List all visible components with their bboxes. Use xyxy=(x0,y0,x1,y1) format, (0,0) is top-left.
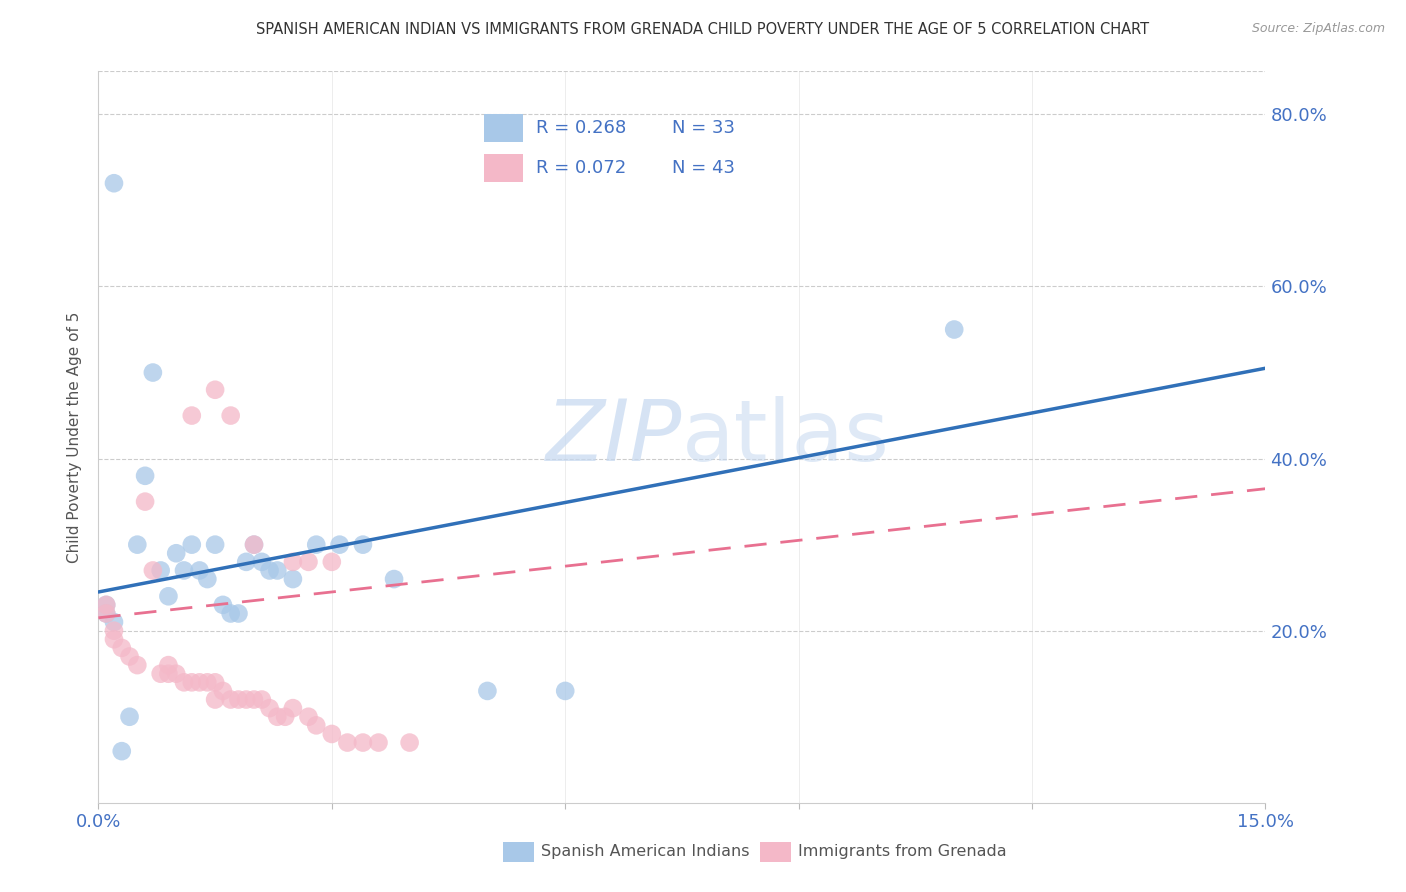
Point xyxy=(96,598,118,612)
Point xyxy=(352,735,374,749)
Point xyxy=(259,701,281,715)
Point xyxy=(157,666,180,681)
Point xyxy=(281,555,304,569)
Point xyxy=(157,589,180,603)
Point xyxy=(228,692,250,706)
Point xyxy=(204,383,226,397)
Point xyxy=(96,607,118,621)
Point xyxy=(142,366,165,380)
Point xyxy=(180,409,202,423)
Point xyxy=(111,744,134,758)
Y-axis label: Child Poverty Under the Age of 5: Child Poverty Under the Age of 5 xyxy=(66,311,82,563)
Point xyxy=(235,555,257,569)
Point xyxy=(243,538,266,552)
Point xyxy=(297,555,319,569)
Point xyxy=(266,564,288,578)
Point xyxy=(281,701,304,715)
Point xyxy=(219,409,242,423)
Point xyxy=(134,468,156,483)
Point xyxy=(142,564,165,578)
Point xyxy=(297,710,319,724)
Point xyxy=(367,735,389,749)
Point xyxy=(188,675,211,690)
Point xyxy=(554,684,576,698)
Point xyxy=(204,675,226,690)
Point xyxy=(212,684,235,698)
Point xyxy=(204,692,226,706)
Text: Source: ZipAtlas.com: Source: ZipAtlas.com xyxy=(1251,22,1385,36)
Point xyxy=(157,658,180,673)
Point xyxy=(235,692,257,706)
Point xyxy=(274,710,297,724)
Point xyxy=(103,615,125,629)
Point xyxy=(352,538,374,552)
Point xyxy=(250,555,273,569)
Point xyxy=(243,692,266,706)
Point xyxy=(259,564,281,578)
Point xyxy=(173,564,195,578)
Point xyxy=(127,538,149,552)
Text: Immigrants from Grenada: Immigrants from Grenada xyxy=(797,845,1007,859)
Point xyxy=(219,607,242,621)
Text: ZIP: ZIP xyxy=(546,395,682,479)
Point xyxy=(204,538,226,552)
Point xyxy=(219,692,242,706)
Point xyxy=(118,649,141,664)
Point xyxy=(321,727,343,741)
Point xyxy=(281,572,304,586)
Point xyxy=(96,607,118,621)
Point xyxy=(111,640,134,655)
Point xyxy=(477,684,499,698)
Point xyxy=(305,538,328,552)
Point xyxy=(188,564,211,578)
Point xyxy=(103,176,125,190)
Point xyxy=(127,658,149,673)
Point xyxy=(329,538,352,552)
Point xyxy=(305,718,328,732)
Point xyxy=(228,607,250,621)
Point xyxy=(180,538,202,552)
Point xyxy=(336,735,359,749)
Point xyxy=(165,666,187,681)
Point xyxy=(103,624,125,638)
Point xyxy=(243,538,266,552)
Point xyxy=(118,710,141,724)
Text: Spanish American Indians: Spanish American Indians xyxy=(541,845,749,859)
Text: atlas: atlas xyxy=(682,395,890,479)
Point xyxy=(382,572,405,586)
Point xyxy=(149,666,172,681)
Point xyxy=(180,675,202,690)
Point xyxy=(165,546,187,560)
Point xyxy=(250,692,273,706)
Point xyxy=(943,322,966,336)
Point xyxy=(266,710,288,724)
Point xyxy=(195,675,218,690)
Text: SPANISH AMERICAN INDIAN VS IMMIGRANTS FROM GRENADA CHILD POVERTY UNDER THE AGE O: SPANISH AMERICAN INDIAN VS IMMIGRANTS FR… xyxy=(256,22,1150,37)
Point xyxy=(96,598,118,612)
Point xyxy=(212,598,235,612)
Point xyxy=(134,494,156,508)
Point xyxy=(321,555,343,569)
Point xyxy=(398,735,420,749)
Point xyxy=(149,564,172,578)
Point xyxy=(195,572,218,586)
Point xyxy=(173,675,195,690)
Point xyxy=(103,632,125,647)
